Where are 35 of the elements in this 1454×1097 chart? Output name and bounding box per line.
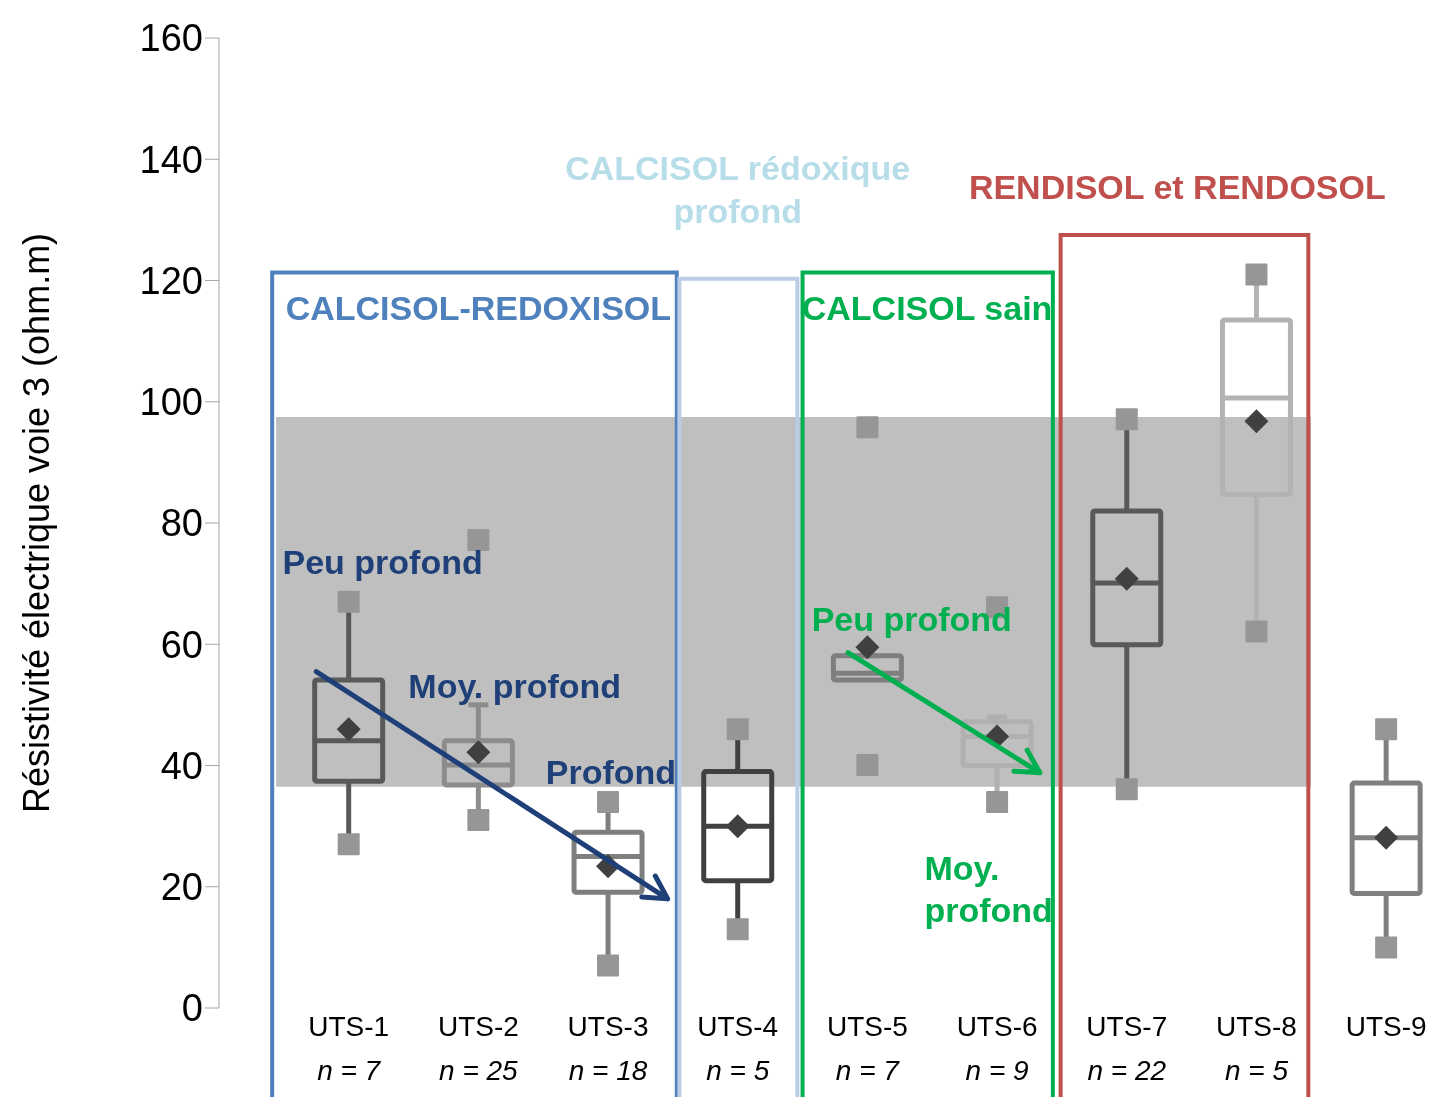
text: n = 7 (835, 1055, 901, 1086)
y-tick-label: 40 (160, 744, 203, 787)
text: n = 5 (706, 1055, 770, 1086)
y-tick-label: 80 (160, 502, 203, 545)
annotation: Moy. profond (408, 667, 622, 706)
y-tick-label: 160 (139, 17, 203, 60)
y-tick-label: 140 (139, 138, 203, 181)
y-tick-label: 60 (160, 623, 203, 666)
annotation: CALCISOL-REDOXISOL (285, 288, 672, 327)
annotation: Profond (545, 752, 677, 791)
x-tick-label: UTS-3 (567, 1010, 649, 1042)
text: n = 25 (439, 1055, 519, 1086)
x-tick-label: UTS-7 (1086, 1010, 1168, 1042)
x-tick-label: UTS-2 (437, 1010, 519, 1042)
x-tick-label: UTS-8 (1215, 1010, 1297, 1042)
annotation: CALCISOL rédoxique profond (565, 149, 911, 230)
annotation: Moy. profond (924, 848, 1053, 930)
text: n = 5 (1224, 1055, 1289, 1086)
y-tick-label: 100 (139, 381, 203, 424)
x-tick-label: UTS-5 (826, 1010, 908, 1042)
annotation: Peu profond (811, 600, 1012, 639)
text: n = 22 (1087, 1055, 1167, 1086)
text: n = 7 (317, 1055, 382, 1086)
y-tick-label: 20 (160, 866, 203, 909)
x-tick-label: UTS-6 (956, 1010, 1038, 1042)
x-tick-label: UTS-4 (697, 1010, 779, 1042)
annotation: Peu profond (282, 543, 483, 582)
y-axis-title: Résistivité électrique voie 3 (ohm.m) (15, 232, 57, 814)
annotation: RENDISOL et RENDOSOL (968, 167, 1386, 206)
text: n = 9 (965, 1055, 1029, 1086)
x-tick-label: UTS-1 (308, 1010, 390, 1042)
text: n = 18 (568, 1055, 648, 1086)
y-tick-label: 120 (139, 259, 203, 302)
x-tick-label: UTS-9 (1345, 1010, 1427, 1042)
y-tick-label: 0 (181, 987, 203, 1030)
